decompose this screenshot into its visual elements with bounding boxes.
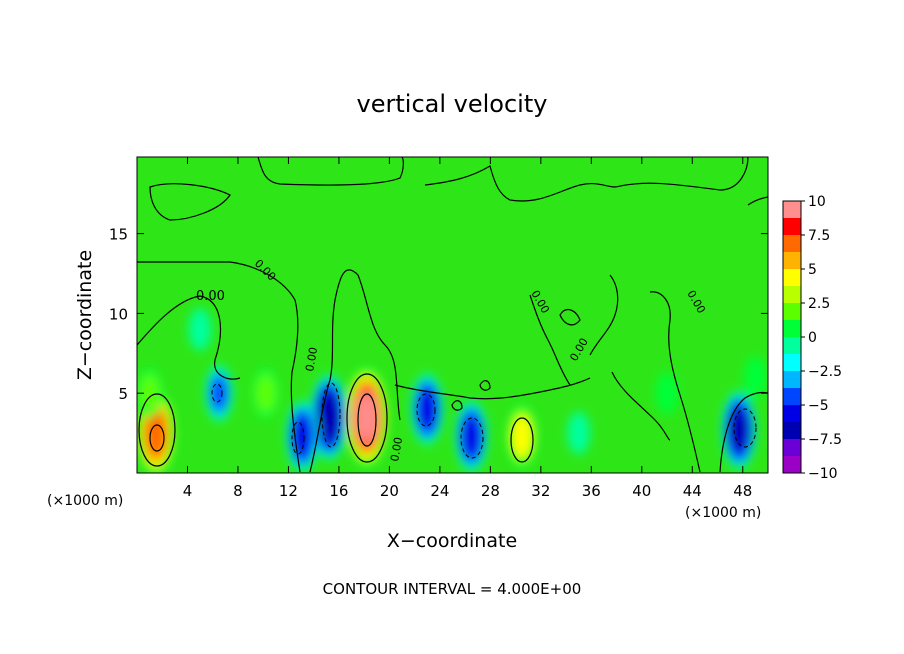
field-cell: [511, 414, 533, 458]
negative-contour: [733, 408, 757, 448]
colorbar-tick-label: 7.5: [808, 228, 830, 244]
positive-contour: [510, 417, 534, 463]
x-tick-label: 20: [380, 482, 399, 500]
colorbar-swatch: [783, 218, 801, 236]
positive-contour: [357, 393, 377, 447]
field-cell: [188, 308, 212, 351]
colorbar-swatch: [783, 320, 801, 338]
negative-contour: [321, 382, 341, 448]
x-tick-label: 16: [329, 482, 348, 500]
x-axis-unit-right: (×1000 m): [685, 505, 761, 521]
field-cell: [655, 372, 679, 415]
colorbar-tick-label: −5: [808, 398, 829, 414]
chart-title: vertical velocity: [357, 90, 548, 118]
zero-contour-line: [451, 400, 463, 411]
zero-contour-line: [719, 391, 768, 473]
field-cell: [145, 408, 167, 459]
colorbar-tick-label: 5: [808, 262, 817, 278]
y-axis: 5 10 15: [109, 226, 768, 403]
zero-contour-line: [479, 380, 491, 391]
zero-contour-line: [394, 377, 591, 400]
colorbar-swatch: [783, 201, 801, 219]
colorbar-swatch: [783, 371, 801, 389]
field-cell: [210, 376, 228, 410]
colorbar-tick-label: 10: [808, 194, 826, 210]
colorbar-swatch: [783, 269, 801, 287]
colorbar-swatch: [783, 354, 801, 372]
colorbar-tick-label: −10: [808, 466, 838, 482]
x-tick-label: 8: [233, 482, 243, 500]
plot-area: 0.00 0.00 0.00 0.00 0.00 0.00 0.00: [136, 156, 769, 474]
contour-label: 0.00: [303, 346, 320, 372]
positive-contours: [138, 373, 534, 467]
colorbar-tick-label: 0: [808, 330, 817, 346]
negative-contour: [211, 383, 223, 403]
field-cell: [743, 356, 767, 399]
positive-contour: [138, 393, 176, 467]
colorbar-swatch: [783, 303, 801, 321]
y-axis-label: Z−coordinate: [74, 250, 96, 380]
zero-contour-line: [257, 157, 404, 186]
negative-contour: [416, 393, 436, 427]
x-tick-label: 12: [279, 482, 298, 500]
zero-contour-line: [149, 183, 231, 221]
colorbar-swatch: [783, 235, 801, 253]
zero-contour-line: [137, 261, 301, 473]
colorbar-tick-label: −2.5: [808, 364, 842, 380]
colorbar-swatch: [783, 286, 801, 304]
field-cell: [292, 415, 312, 458]
x-tick-label: 48: [733, 482, 752, 500]
colorbar-swatch: [783, 439, 801, 457]
positive-contour: [149, 424, 165, 452]
zero-contour-line: [309, 269, 401, 473]
colorbar-tick-label: 2.5: [808, 296, 830, 312]
colorbar-swatch: [783, 422, 801, 440]
dashed-contours: [211, 382, 757, 459]
positive-contour: [346, 373, 388, 463]
x-tick-label: 24: [430, 482, 449, 500]
contour-interval-note: CONTOUR INTERVAL = 4.000E+00: [323, 580, 582, 598]
negative-contour: [291, 421, 305, 455]
x-tick-label: 4: [183, 482, 193, 500]
zero-contour-line: [747, 196, 768, 206]
zero-contour-line: [137, 295, 241, 380]
y-tick-label: 5: [118, 385, 128, 403]
zero-contour-line: [589, 274, 619, 356]
x-tick-label: 28: [481, 482, 500, 500]
zero-contour-line: [649, 291, 701, 473]
negative-contour: [460, 417, 484, 459]
zero-contour-line: [424, 157, 749, 202]
colorbar: 10 7.5 5 2.5 0 −2.5 −5 −7.5 −10: [782, 194, 842, 482]
plot-background: [137, 157, 768, 473]
x-axis-label: X−coordinate: [387, 530, 517, 552]
colorbar-swatch: [783, 252, 801, 270]
y-tick-label: 10: [109, 305, 128, 323]
contour-label: 0.00: [196, 289, 225, 304]
field-cell: [461, 415, 481, 458]
x-tick-label: 40: [632, 482, 651, 500]
colorbar-swatch: [783, 337, 801, 355]
field-cell: [417, 388, 437, 431]
x-tick-label: 36: [582, 482, 601, 500]
zero-contour-line: [529, 294, 571, 386]
contour-label: 0.00: [388, 436, 405, 462]
x-axis-unit-left: (×1000 m): [47, 493, 123, 509]
field-cell: [567, 411, 591, 455]
x-tick-label: 32: [531, 482, 550, 500]
x-tick-label: 44: [683, 482, 702, 500]
colorbar-swatch: [783, 405, 801, 423]
y-tick-label: 15: [109, 226, 128, 244]
field-cell: [356, 391, 378, 443]
colorbar-swatch: [783, 388, 801, 406]
zero-contours: [137, 157, 768, 473]
plot-frame: [136, 156, 769, 474]
colorbar-swatch: [783, 456, 801, 474]
field-cell: [256, 375, 275, 412]
field-cell: [729, 409, 749, 451]
x-axis: 4 8 12 16 20 24 28 32 36 40 44 48: [183, 157, 752, 500]
zero-contour-line: [559, 308, 581, 326]
colorbar-tick-label: −7.5: [808, 432, 842, 448]
zero-contour-line: [611, 371, 671, 441]
